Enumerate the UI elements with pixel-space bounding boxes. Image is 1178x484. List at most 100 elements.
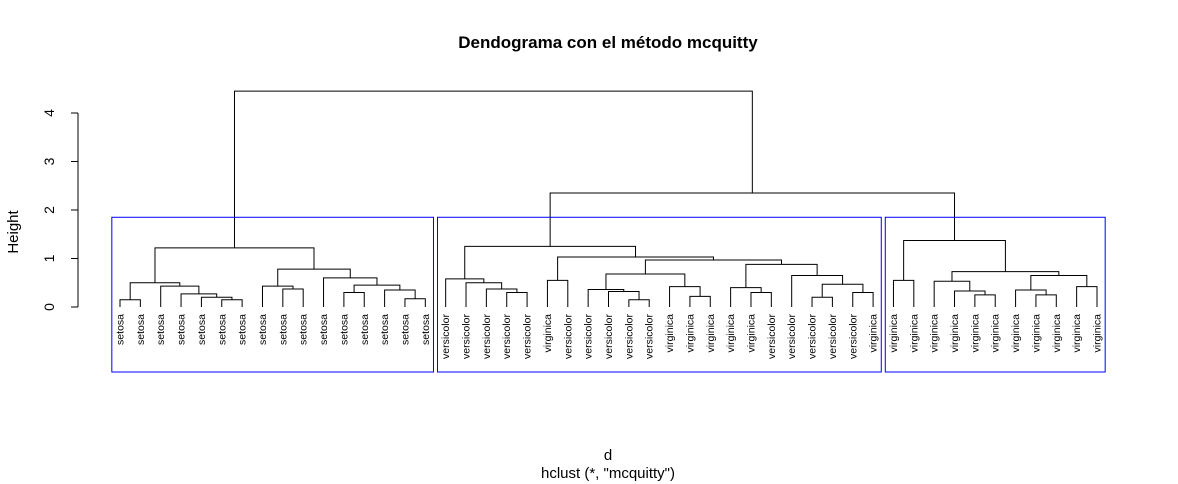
leaf-label-36: versicolor	[847, 314, 859, 359]
leaf-label-33: versicolor	[786, 314, 798, 359]
leaf-label-10: setosa	[318, 314, 330, 345]
merge-link-31	[791, 274, 844, 307]
merge-link-0	[119, 299, 141, 307]
y-tick-label-4: 4	[41, 109, 57, 117]
x-axis-label: d	[604, 447, 612, 464]
merge-link-38	[954, 290, 986, 307]
merge-link-40	[1035, 294, 1057, 307]
leaf-label-18: versicolor	[481, 314, 493, 359]
leaf-label-5: setosa	[216, 314, 228, 345]
merge-link-20	[628, 299, 650, 307]
merge-link-16	[485, 288, 518, 307]
leaf-label-0: setosa	[115, 314, 127, 345]
leaf-label-7: setosa	[257, 314, 269, 345]
merge-link-27	[730, 287, 762, 307]
leaf-label-17: versicolor	[461, 314, 473, 359]
merge-link-30	[821, 283, 864, 298]
merge-link-29	[852, 291, 874, 307]
leaf-label-12: setosa	[359, 314, 371, 345]
leaf-label-44: virginica	[1010, 314, 1022, 353]
merge-link-45	[903, 240, 1006, 281]
merge-link-25	[605, 273, 686, 290]
merge-link-39	[933, 280, 971, 307]
leaf-label-30: virginica	[725, 314, 737, 353]
merge-link-36	[892, 279, 915, 307]
cluster-box-2	[884, 216, 1106, 373]
merge-link-28	[811, 296, 833, 307]
merge-link-3	[180, 293, 218, 307]
merge-link-6	[282, 288, 304, 307]
leaf-label-9: setosa	[298, 314, 310, 345]
leaf-label-31: virginica	[745, 314, 757, 353]
leaf-label-8: setosa	[277, 314, 289, 345]
leaf-label-26: versicolor	[644, 314, 656, 359]
merge-link-47	[233, 90, 753, 248]
leaf-label-1: setosa	[135, 314, 147, 345]
merge-link-41	[1015, 289, 1047, 307]
merge-link-15	[506, 291, 528, 307]
leaf-label-48: virginica	[1092, 314, 1104, 353]
y-tick-label-2: 2	[41, 206, 57, 214]
leaf-label-6: setosa	[237, 314, 249, 345]
method-sublabel: hclust (*, "mcquitty")	[541, 465, 675, 482]
leaf-label-15: setosa	[420, 314, 432, 345]
leaf-label-38: virginica	[888, 314, 900, 353]
merge-link-46	[549, 192, 956, 247]
leaf-label-32: versicolor	[766, 314, 778, 359]
merge-link-2	[200, 296, 233, 307]
merge-link-14	[154, 247, 315, 283]
chart-title: Dendograma con el método mcquitty	[458, 33, 758, 52]
leaf-label-14: setosa	[399, 314, 411, 345]
leaf-label-16: versicolor	[440, 314, 452, 359]
leaf-label-23: versicolor	[583, 314, 595, 359]
leaf-label-25: versicolor	[623, 314, 635, 359]
merge-link-44	[951, 271, 1060, 282]
merge-link-43	[1030, 274, 1088, 291]
leaf-label-39: virginica	[908, 314, 920, 353]
merge-link-11	[353, 284, 401, 293]
leaf-label-2: setosa	[155, 314, 167, 345]
y-axis: 0 1 2 3 4	[41, 109, 79, 311]
leaf-label-37: virginica	[868, 314, 880, 353]
dendrogram-links	[119, 90, 1098, 307]
merge-link-9	[404, 298, 426, 307]
y-tick-label-0: 0	[41, 303, 57, 311]
y-tick-label-3: 3	[41, 157, 57, 165]
merge-link-33	[644, 259, 783, 275]
leaf-label-13: setosa	[379, 314, 391, 345]
leaf-label-21: virginica	[542, 314, 554, 353]
leaf-label-22: versicolor	[562, 314, 574, 359]
merge-link-8	[343, 291, 365, 307]
leaf-label-35: versicolor	[827, 314, 839, 359]
cluster-box-1	[436, 216, 882, 373]
merge-link-4	[160, 285, 200, 307]
merge-link-42	[1076, 286, 1098, 307]
leaf-label-28: virginica	[684, 314, 696, 353]
merge-link-19	[546, 279, 569, 307]
y-tick-label-1: 1	[41, 254, 57, 262]
leaf-label-3: setosa	[176, 314, 188, 345]
merge-link-17	[465, 282, 503, 307]
merge-link-26	[750, 291, 772, 307]
merge-link-22	[587, 289, 625, 307]
leaf-label-46: virginica	[1051, 314, 1063, 353]
cluster-box-0	[111, 216, 434, 373]
leaf-label-4: setosa	[196, 314, 208, 345]
leaf-label-42: virginica	[969, 314, 981, 353]
leaf-label-41: virginica	[949, 314, 961, 353]
y-axis-label: Height	[5, 209, 22, 253]
cluster-boxes	[111, 216, 1106, 373]
leaf-label-20: versicolor	[522, 314, 534, 359]
merge-link-5	[129, 282, 181, 300]
merge-link-1	[221, 299, 243, 307]
merge-link-34	[557, 256, 714, 281]
merge-link-37	[974, 294, 996, 307]
merge-link-23	[689, 295, 711, 307]
leaf-labels: setosa setosa setosa setosa setosa setosa seto…	[115, 314, 1104, 359]
leaf-label-34: versicolor	[807, 314, 819, 359]
leaf-label-19: versicolor	[501, 314, 513, 359]
leaf-label-40: virginica	[929, 314, 941, 353]
leaf-label-11: setosa	[338, 314, 350, 345]
